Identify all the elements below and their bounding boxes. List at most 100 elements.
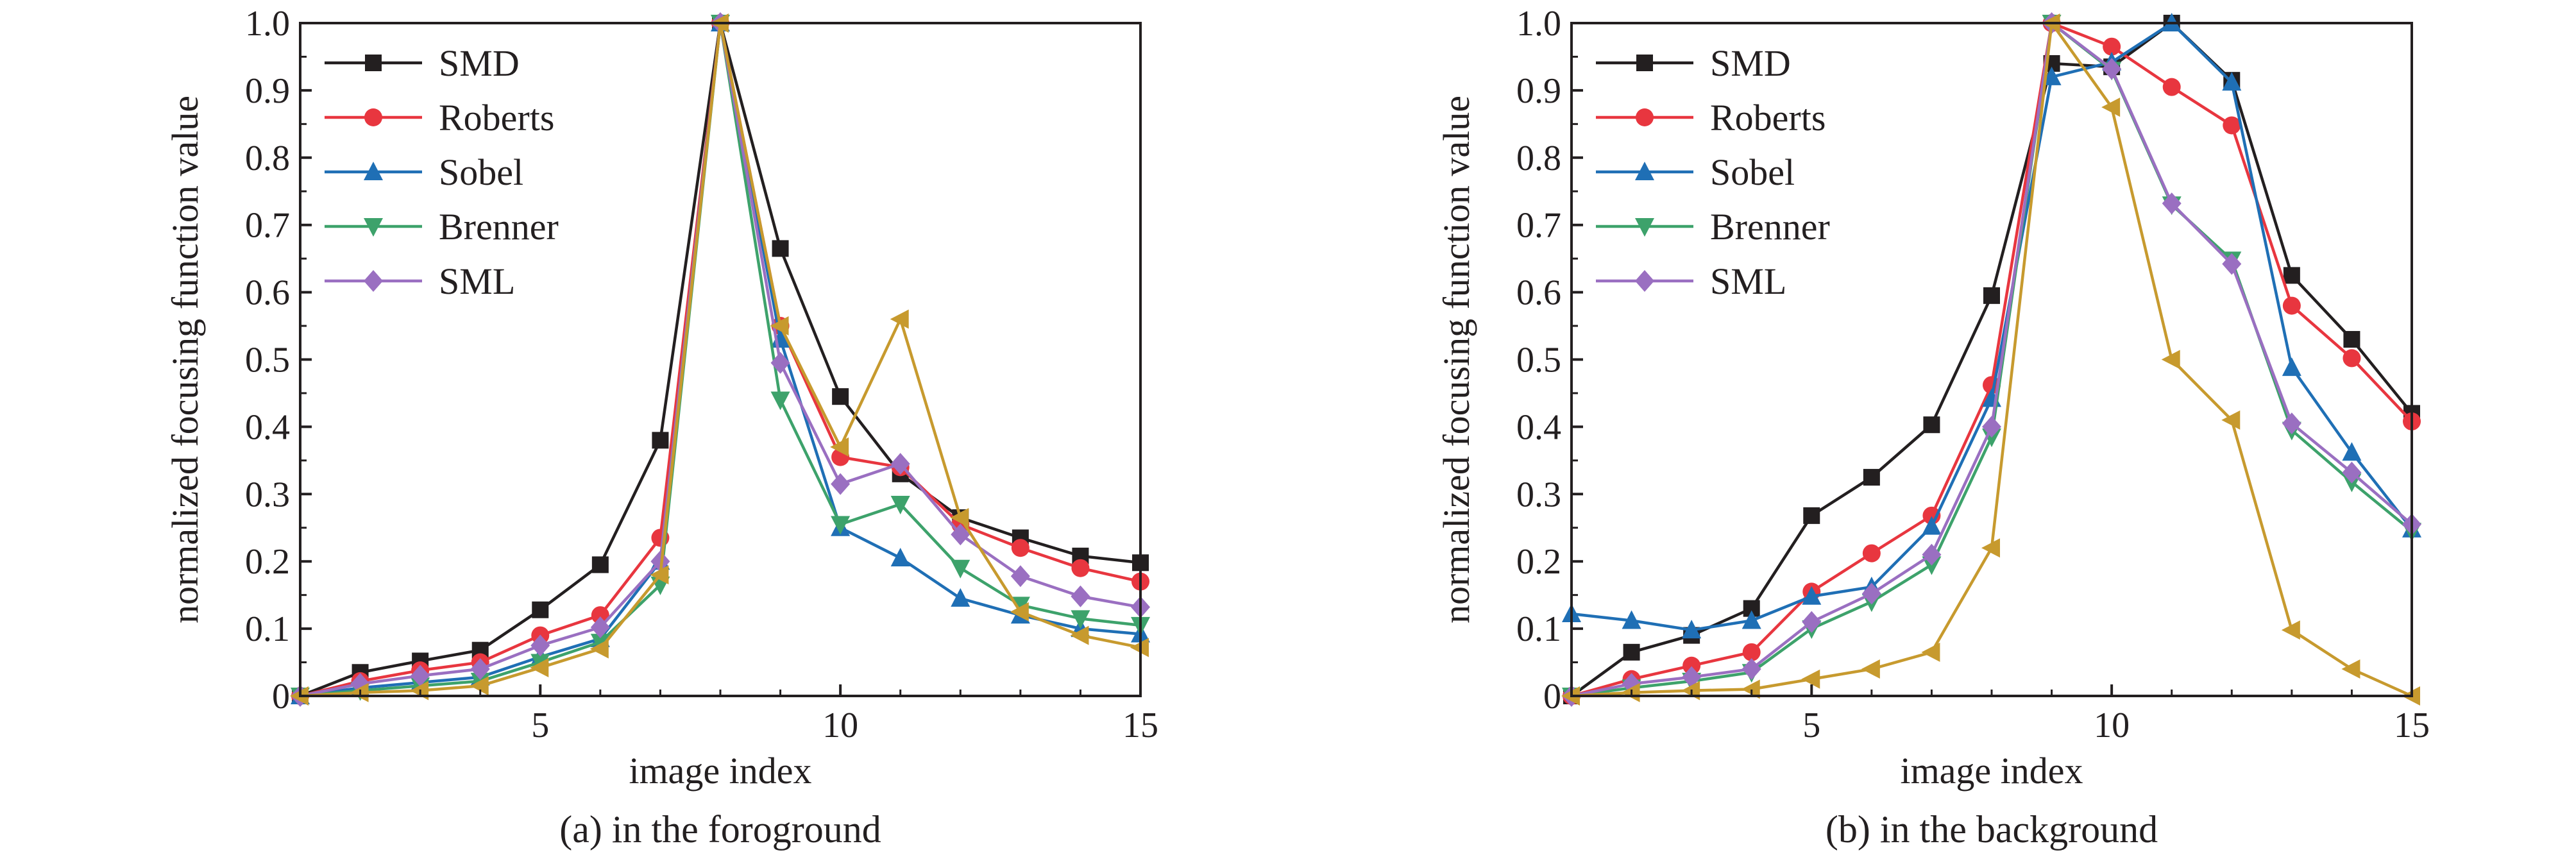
data-point-sml [770, 352, 790, 374]
legend-label: Roberts [439, 97, 554, 139]
y-tick-label: 0.4 [1516, 407, 1561, 447]
plot-frame [1570, 22, 2413, 697]
y-tick-label: 0 [1543, 677, 1561, 716]
legend-item-sobel: Sobel [325, 151, 523, 193]
figure-caption: (b) in the background [1826, 808, 2158, 851]
data-point-brenner [831, 516, 851, 535]
legend-label: Brenner [439, 206, 559, 248]
x-tick-label: 5 [531, 706, 549, 745]
data-point-smd [832, 388, 849, 405]
data-point-roberts [2223, 116, 2241, 135]
data-point-brenner [590, 634, 610, 653]
y-tick-label: 0.7 [245, 206, 290, 246]
data-point-brenner [951, 559, 970, 579]
data-point-unlabeled-5 [2101, 97, 2121, 117]
data-point-sml [2162, 192, 2182, 215]
legend-swatch-marker [1635, 218, 1654, 237]
data-point-sml [2222, 253, 2242, 275]
data-point-sml [1982, 416, 2001, 438]
data-point-roberts [2282, 296, 2301, 315]
y-tick-label: 0.3 [1516, 475, 1561, 514]
series-line-roberts [1571, 21, 2413, 698]
legend-swatch-marker [364, 218, 383, 237]
y-tick-label: 0.7 [1516, 206, 1561, 246]
data-point-unlabeled-5 [530, 657, 549, 677]
legend-item-brenner: Brenner [325, 206, 559, 248]
y-tick-label: 0.9 [245, 71, 290, 111]
data-point-sml [2342, 461, 2362, 484]
legend-label: SML [439, 260, 515, 302]
legend-swatch-marker [365, 55, 382, 71]
data-point-unlabeled-5 [1070, 625, 1089, 645]
y-tick-label: 0.5 [245, 341, 290, 380]
data-point-brenner [1010, 597, 1030, 616]
data-point-unlabeled-5 [1981, 538, 2000, 558]
legend-label: Sobel [439, 151, 523, 193]
legend-swatch-marker [1636, 108, 1654, 126]
data-point-unlabeled-5 [2161, 350, 2180, 369]
legend: SMD Roberts Sobel Brenner SML [325, 42, 559, 302]
data-point-roberts [2162, 78, 2181, 96]
data-point-sobel [1741, 610, 1761, 629]
data-point-unlabeled-5 [2281, 620, 2300, 640]
legend-label: Brenner [1710, 206, 1830, 248]
data-point-sobel [890, 547, 910, 566]
legend-item-sobel: Sobel [1596, 151, 1795, 193]
data-point-sml [831, 473, 851, 495]
data-point-smd [1983, 287, 2000, 304]
data-point-smd [2283, 267, 2300, 284]
data-point-unlabeled-5 [950, 508, 969, 528]
legend-label: SMD [439, 42, 520, 84]
legend-item-smd: SMD [325, 42, 520, 84]
legend-swatch-marker [364, 270, 383, 292]
legend-swatch-marker [1636, 55, 1653, 71]
data-point-sobel [1922, 516, 1942, 535]
data-point-unlabeled-5 [1921, 642, 1940, 662]
y-tick-label: 0.5 [1516, 341, 1561, 380]
data-point-unlabeled-5 [1741, 679, 1760, 699]
series-group [1561, 12, 2421, 707]
data-point-roberts [591, 606, 609, 625]
data-point-unlabeled-5 [1861, 659, 1880, 679]
data-point-sml [1861, 582, 1881, 605]
data-point-unlabeled-5 [1010, 602, 1029, 622]
series-line-smd [300, 21, 1141, 698]
data-point-unlabeled-5 [470, 676, 489, 696]
y-tick-label: 0.1 [1516, 609, 1561, 649]
data-point-brenner [1071, 610, 1090, 629]
data-point-roberts [1071, 559, 1090, 577]
data-point-sml [590, 616, 610, 639]
y-tick-label: 0.6 [245, 273, 290, 313]
data-point-sml [2102, 58, 2122, 80]
y-tick-label: 0.6 [1516, 273, 1561, 313]
data-point-unlabeled-5 [1801, 669, 1820, 689]
data-point-unlabeled-5 [589, 639, 609, 659]
data-point-brenner [890, 496, 910, 515]
figure-caption: (a) in the foroground [559, 808, 881, 851]
data-point-sml [1802, 611, 1822, 633]
data-point-smd [1923, 416, 1940, 434]
data-point-sml [951, 523, 970, 546]
y-axis-title: normalized focusing function value [1436, 96, 1477, 623]
legend-swatch-marker [364, 162, 383, 180]
data-point-unlabeled-5 [830, 437, 849, 457]
data-point-roberts [2103, 37, 2121, 56]
legend-item-roberts: Roberts [325, 97, 554, 139]
y-tick-label: 0.9 [1516, 71, 1561, 111]
data-point-smd [532, 601, 549, 618]
x-tick-label: 10 [2094, 706, 2130, 745]
legend-swatch-marker [364, 108, 382, 126]
data-point-unlabeled-5 [2221, 410, 2241, 430]
y-tick-label: 0 [272, 677, 290, 716]
data-point-smd [1803, 507, 1820, 524]
legend-swatch-marker [1635, 270, 1654, 292]
y-tick-label: 0.2 [245, 542, 290, 582]
y-tick-label: 1.0 [245, 4, 290, 44]
data-point-unlabeled-5 [890, 309, 909, 329]
data-point-roberts [2343, 349, 2361, 368]
series-line-sml [1571, 21, 2413, 698]
legend-item-smd: SMD [1596, 42, 1791, 84]
y-tick-label: 0.8 [245, 139, 290, 178]
data-point-sml [411, 665, 430, 687]
